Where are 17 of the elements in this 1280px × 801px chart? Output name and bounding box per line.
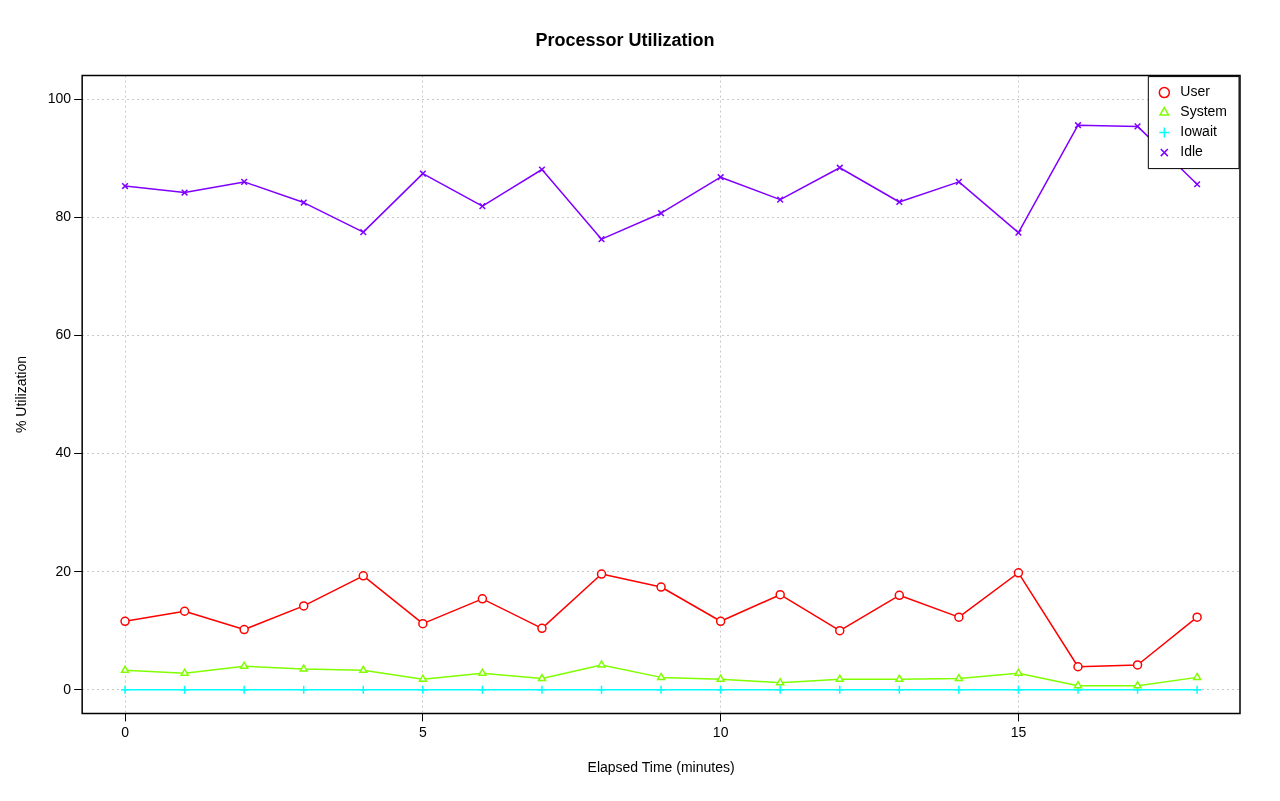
legend-label: Idle	[1180, 143, 1204, 160]
legend-label: Iowait	[1180, 123, 1218, 140]
y-tick-label: 80	[55, 208, 72, 225]
x-tick-label: 5	[418, 723, 427, 740]
y-tick-label: 60	[55, 326, 72, 343]
legend-label: User	[1180, 83, 1211, 100]
y-axis-title: % Utilization	[13, 355, 30, 434]
y-tick-label: 20	[55, 562, 72, 579]
y-tick-label: 40	[55, 444, 72, 461]
y-tick-label: 0	[63, 680, 72, 697]
x-tick-label: 10	[712, 723, 729, 740]
x-tick-label: 15	[1010, 723, 1027, 740]
legend-label: System	[1180, 103, 1228, 120]
x-axis-title: Elapsed Time (minutes)	[587, 759, 735, 776]
y-tick-label: 100	[47, 90, 72, 107]
x-tick-label: 0	[121, 723, 130, 740]
chart-title: Processor Utilization	[535, 29, 715, 50]
